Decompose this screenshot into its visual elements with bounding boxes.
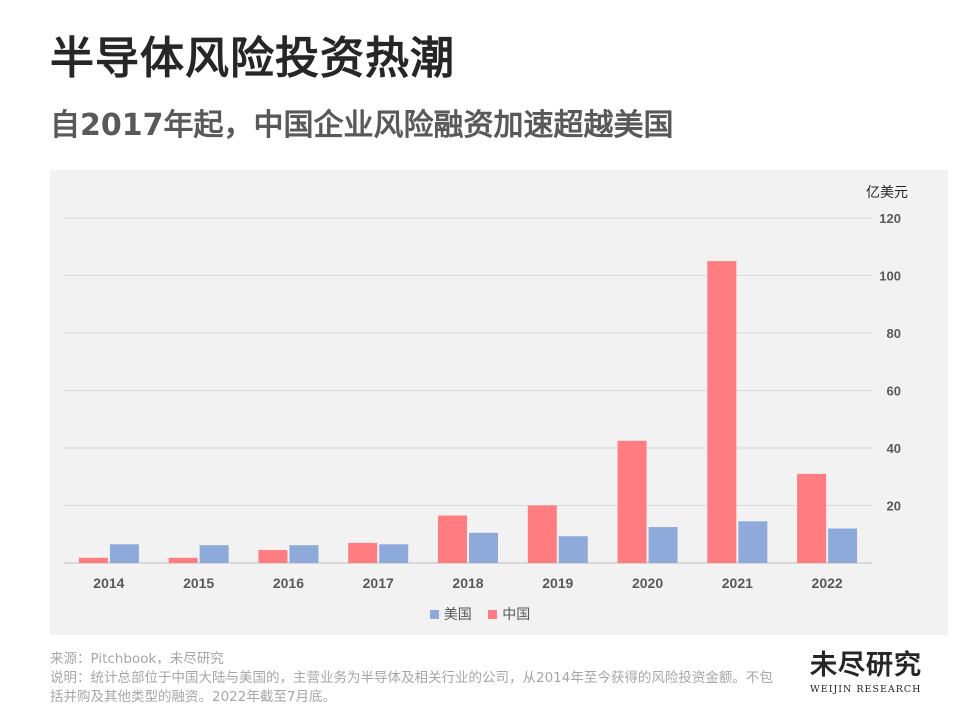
chart-title: 半导体风险投资热潮	[50, 33, 455, 84]
logo-text-en: WEIJIN RESEARCH	[810, 684, 922, 695]
bar-china-2019	[527, 505, 557, 563]
y-axis-unit-label: 亿美元	[866, 185, 908, 201]
chart-subtitle: 自2017年起，中国企业风险融资加速超越美国	[50, 108, 674, 143]
explanation-note: 说明：统计总部位于中国大陆与美国的，主营业务为半导体及相关行业的公司，从2014…	[50, 670, 773, 705]
bar-usa-2015	[199, 545, 229, 563]
bar-chart: 20 40 60 80 100 120 2014 2015 2016 2017 2018 2019 20…	[64, 211, 901, 591]
y-tick-label: 40	[887, 441, 901, 456]
legend-swatch-china	[488, 610, 498, 619]
y-tick-label: 100	[879, 269, 901, 284]
legend-item-usa: 美国	[429, 604, 472, 624]
bar-usa-2016	[289, 545, 319, 563]
bar-china-2020	[617, 440, 647, 563]
legend-item-china: 中国	[488, 604, 530, 624]
bar-usa-2019	[558, 536, 588, 563]
legend-label-usa: 美国	[443, 607, 472, 623]
y-tick-label: 120	[879, 211, 901, 226]
x-tick-label: 2019	[542, 575, 573, 591]
bar-china-2015	[168, 557, 198, 563]
weijin-logo: 未尽研究 WEIJIN RESEARCH	[810, 650, 930, 695]
chart-legend: 美国 中国	[50, 604, 910, 624]
x-tick-label: 2017	[363, 575, 394, 591]
bar-usa-2022	[828, 528, 858, 563]
y-tick-label: 80	[887, 326, 901, 341]
bar-china-2018	[438, 515, 467, 563]
bar-china-2016	[258, 550, 288, 563]
legend-label-china: 中国	[502, 607, 531, 623]
bar-china-2021	[707, 261, 737, 563]
bar-usa-2021	[738, 521, 768, 563]
y-tick-label: 60	[887, 384, 901, 399]
x-tick-label: 2022	[812, 575, 843, 591]
bar-usa-2017	[379, 544, 409, 563]
y-tick-label: 20	[887, 499, 901, 514]
x-tick-label: 2021	[722, 575, 753, 591]
logo-text-cn: 未尽研究	[810, 650, 922, 681]
chart-panel: 亿美元 20 40 60 80 100 120 2014 2015 2016 2017 2018 20…	[50, 170, 948, 635]
bar-china-2014	[78, 557, 108, 563]
bar-usa-2018	[469, 532, 498, 563]
source-note: 来源：Pitchbook，未尽研究	[50, 651, 224, 667]
x-tick-label: 2015	[183, 575, 214, 591]
bar-usa-2020	[648, 527, 678, 563]
bar-usa-2014	[109, 544, 139, 563]
footnote: 来源：Pitchbook，未尽研究 说明：统计总部位于中国大陆与美国的，主营业务…	[50, 650, 780, 707]
legend-swatch-usa	[429, 610, 439, 619]
x-tick-label: 2020	[632, 575, 663, 591]
x-tick-label: 2018	[452, 575, 483, 591]
bar-china-2022	[797, 473, 827, 563]
bar-china-2017	[348, 542, 378, 563]
x-tick-label: 2016	[273, 575, 304, 591]
x-tick-label: 2014	[93, 575, 124, 591]
